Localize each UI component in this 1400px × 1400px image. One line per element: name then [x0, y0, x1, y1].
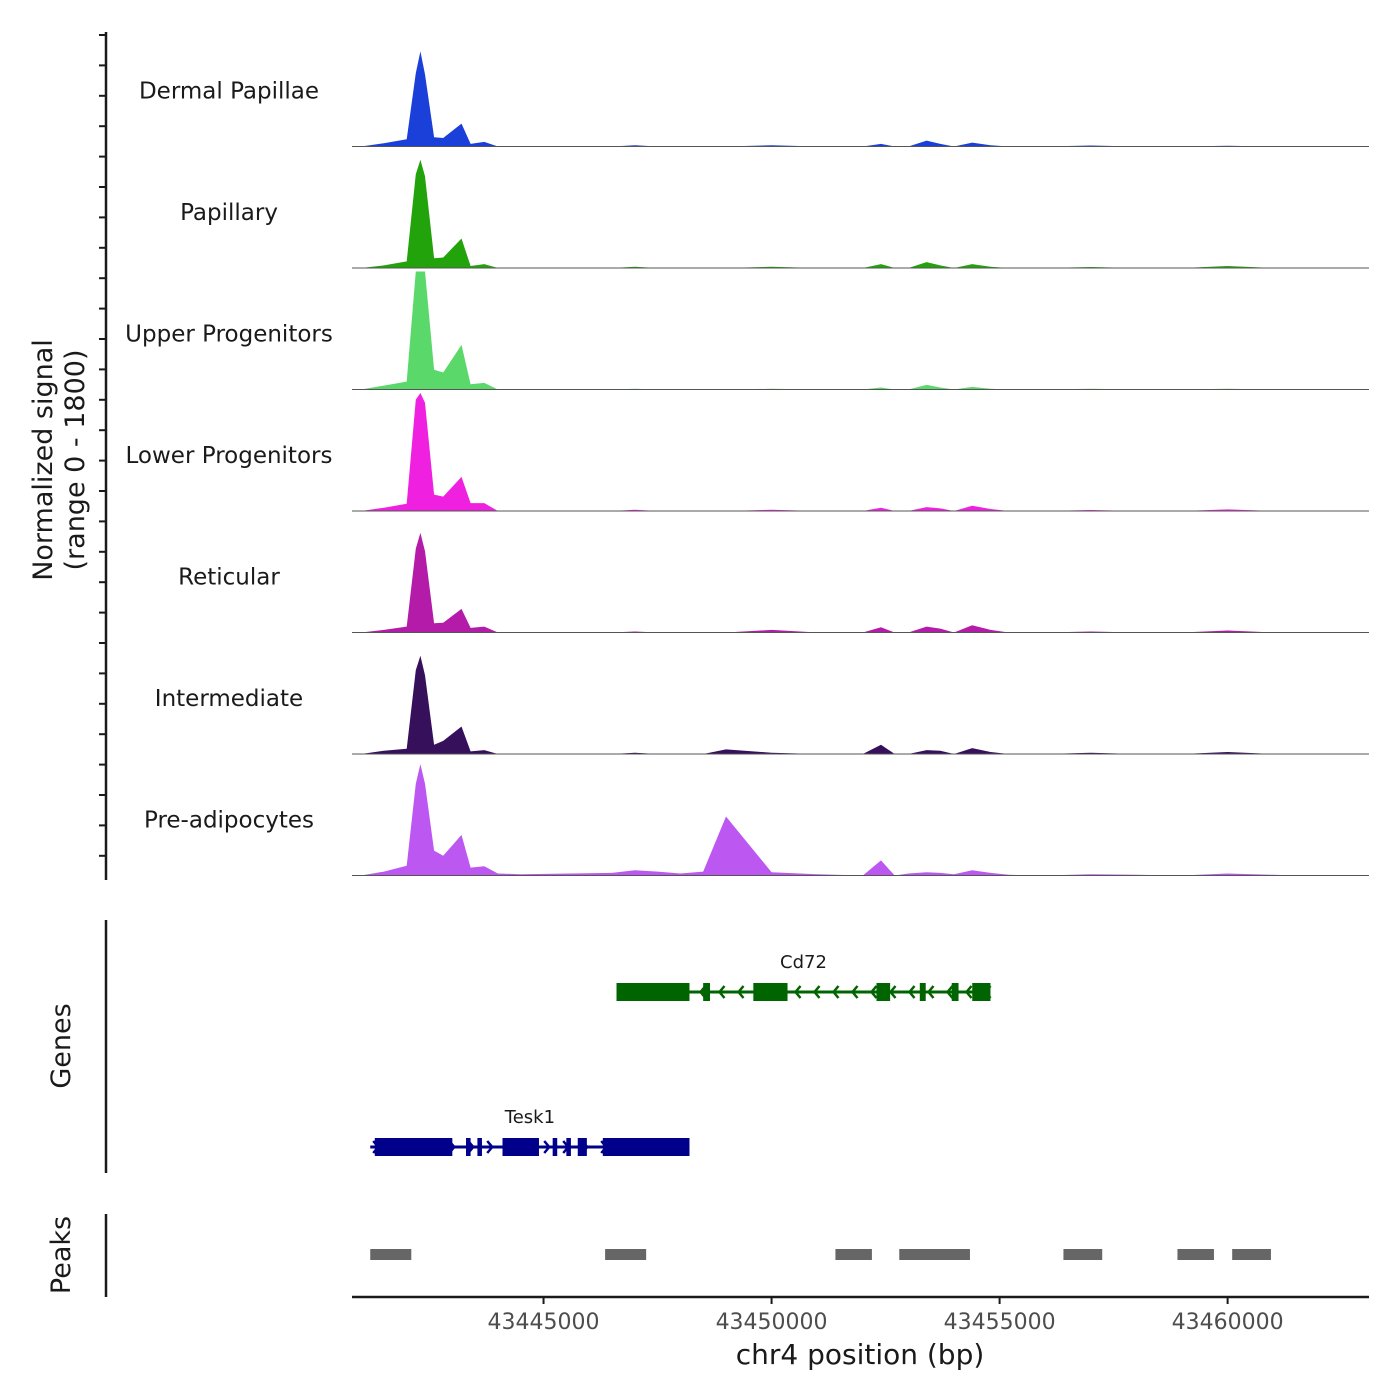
- strand-arrow: [543, 1140, 551, 1154]
- y-axis-title-line1: Normalized signal: [28, 339, 59, 581]
- x-axis-ticks: 43445000 43450000 43455000 43460000: [488, 1297, 1284, 1335]
- strand-arrow: [850, 985, 859, 999]
- genes-panel-label: Genes: [46, 1003, 77, 1088]
- coverage-axis-ticks: [99, 34, 106, 857]
- peak-region: [899, 1249, 970, 1260]
- track-papillary: Papillary: [180, 159, 1369, 269]
- track-label: Upper Progenitors: [125, 322, 333, 348]
- gene-exon: [951, 983, 959, 1001]
- x-tick-label: 43445000: [488, 1310, 600, 1335]
- strand-arrow: [964, 985, 973, 999]
- gene-exon: [876, 983, 891, 1001]
- gene-tesk1: Tesk1: [370, 1107, 690, 1156]
- coverage-tracks: Dermal Papillae Papillary Upper Progenitor…: [125, 51, 1369, 876]
- peaks-panel-label: Peaks: [46, 1216, 77, 1294]
- gene-exon: [577, 1138, 587, 1156]
- track-intermediate: Intermediate: [155, 655, 1369, 755]
- gene-exon: [374, 1138, 453, 1156]
- x-tick-label: 43455000: [944, 1310, 1056, 1335]
- coverage-area: [361, 655, 1297, 754]
- strand-arrow: [926, 985, 935, 999]
- peak-region: [1063, 1249, 1103, 1260]
- x-axis-title: chr4 position (bp): [736, 1338, 985, 1371]
- peak-region: [1177, 1249, 1214, 1260]
- gene-exon: [616, 983, 690, 1001]
- x-tick-label: 43460000: [1172, 1310, 1284, 1335]
- gene-exon: [477, 1138, 482, 1156]
- strand-arrow: [812, 985, 821, 999]
- track-label: Reticular: [178, 565, 280, 591]
- coverage-area: [361, 532, 1297, 633]
- track-label: Papillary: [180, 200, 278, 226]
- peak-region: [605, 1249, 647, 1260]
- peak-region: [835, 1249, 872, 1260]
- strand-arrow: [717, 985, 726, 999]
- gene-exon: [566, 1138, 571, 1156]
- gene-exon: [972, 983, 991, 1001]
- coverage-area: [361, 159, 1297, 268]
- track-label: Pre-adipocytes: [144, 808, 314, 834]
- gene-exon: [552, 1138, 558, 1156]
- track-label: Intermediate: [155, 686, 303, 712]
- track-upper-progenitors: Upper Progenitors: [125, 271, 1369, 390]
- track-lower-progenitors: Lower Progenitors: [126, 393, 1369, 512]
- track-dermal-papillae: Dermal Papillae: [139, 51, 1369, 147]
- coverage-area: [361, 393, 1297, 511]
- track-label: Lower Progenitors: [126, 443, 333, 469]
- coverage-y-axis-title: Normalized signal (range 0 - 1800): [28, 339, 91, 581]
- coverage-area: [361, 271, 1297, 390]
- strand-arrow: [831, 985, 840, 999]
- strand-arrow: [486, 1140, 494, 1154]
- peak-regions: [370, 1249, 1271, 1260]
- gene-annotations: Cd72 Tesk1: [370, 952, 992, 1156]
- y-axis-title-line2: (range 0 - 1800): [60, 350, 91, 571]
- strand-arrow: [888, 985, 897, 999]
- gene-exon: [602, 1138, 690, 1156]
- gene-exon: [703, 983, 711, 1001]
- x-tick-label: 43450000: [716, 1310, 828, 1335]
- gene-exon: [502, 1138, 539, 1156]
- gene-exon: [919, 983, 926, 1001]
- gene-label: Cd72: [780, 952, 827, 973]
- strand-arrow: [736, 985, 745, 999]
- peak-region: [370, 1249, 412, 1260]
- gene-exon: [466, 1138, 471, 1156]
- coverage-area: [361, 764, 1297, 876]
- strand-arrow: [869, 985, 878, 999]
- track-label: Dermal Papillae: [139, 79, 319, 105]
- coverage-area: [361, 51, 1297, 147]
- gene-cd72: Cd72: [616, 952, 992, 1001]
- strand-arrow: [793, 985, 802, 999]
- track-pre-adipocytes: Pre-adipocytes: [144, 764, 1369, 876]
- strand-arrow: [907, 985, 916, 999]
- track-reticular: Reticular: [178, 532, 1369, 633]
- gene-exon: [753, 983, 788, 1001]
- gene-label: Tesk1: [504, 1107, 555, 1128]
- strand-arrow: [945, 985, 954, 999]
- peak-region: [1232, 1249, 1271, 1260]
